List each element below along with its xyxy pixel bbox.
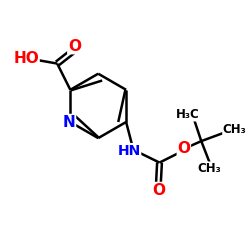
Text: O: O xyxy=(68,39,81,54)
Text: CH₃: CH₃ xyxy=(198,162,222,175)
Text: N: N xyxy=(63,114,76,130)
Text: O: O xyxy=(177,142,190,156)
Text: HO: HO xyxy=(13,51,39,66)
Text: HN: HN xyxy=(117,144,141,158)
Text: O: O xyxy=(152,182,165,198)
Text: H₃C: H₃C xyxy=(176,108,200,121)
Text: CH₃: CH₃ xyxy=(223,124,246,136)
